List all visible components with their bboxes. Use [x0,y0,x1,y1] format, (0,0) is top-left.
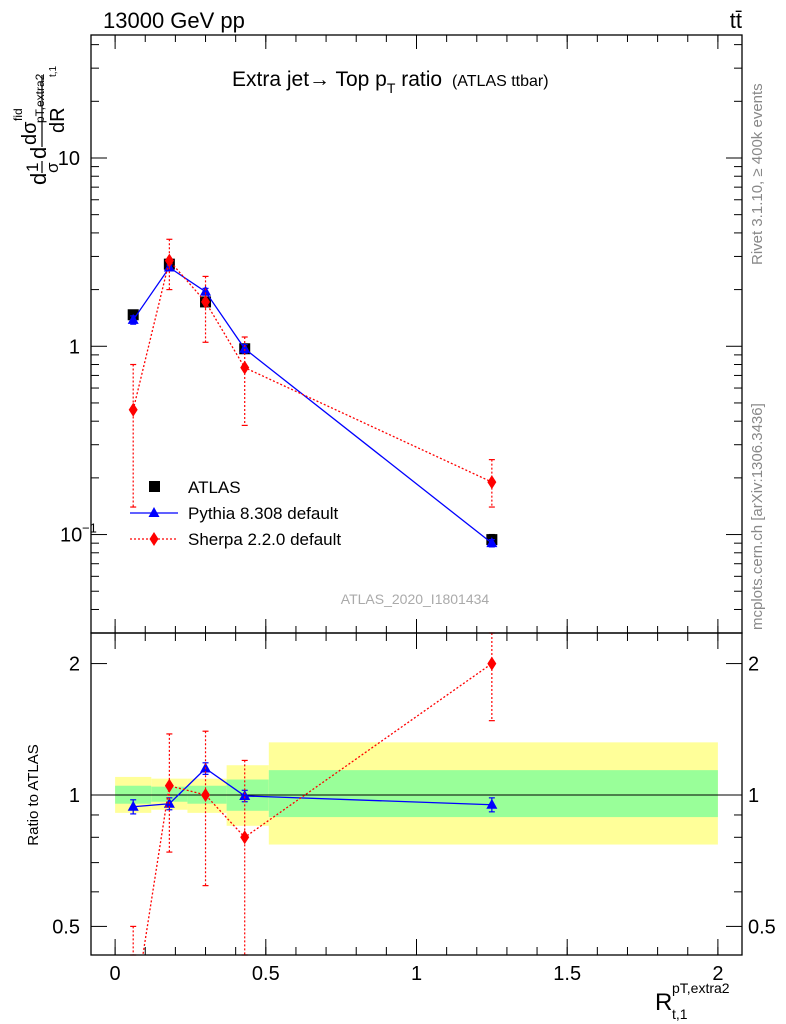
y-label-dsigma: dσ [19,121,41,145]
x-axis-label: R pT,extra2 t,1 [655,980,730,1022]
y-label-one: 1 [23,163,42,172]
legend-item-atlas: ATLAS [149,478,241,497]
main-plot-ticks [91,35,742,634]
y-label-sub: pT,extra2 [33,73,47,123]
main-y-tick-label-0: 10 [58,148,80,170]
legend-item-sherpa: Sherpa 2.2.0 default [130,530,341,549]
y-label-sub2: t,1 [48,65,59,77]
x-tick-label-2: 1 [411,963,422,985]
legend-item-pythia: Pythia 8.308 default [130,504,339,523]
ratio-band-inner-4 [268,770,718,818]
main-series-sherpa [128,238,497,508]
y-label-fid: fid [11,108,25,121]
ratio-plot-series [127,632,498,956]
chart-title-main: Extra jet→ Top p [232,68,387,91]
ratio-point-sherpa-1 [164,778,174,793]
ratio-point-sherpa-2 [201,787,211,802]
ratio-y-tick-label-0: 0.5 [52,916,80,938]
ratio-plot-tick-labels: 0.5 0.5 1 1 2 2 0 0.5 1 1.5 2 [52,654,776,985]
main-point-sherpa-1 [164,253,174,268]
x-tick-label-4: 2 [712,963,723,985]
ratio-point-sherpa-4 [487,656,497,671]
x-label-main: R [655,989,672,1016]
main-point-pythia-0 [127,313,139,324]
ratio-point-pythia-3 [239,789,251,800]
main-point-pythia-4 [486,537,498,548]
process-label: tt̄ [730,8,742,33]
main-line-pythia [132,266,493,544]
main-y-tick-label-1: 1 [69,336,80,358]
ratio-y-axis-label: Ratio to ATLAS [25,744,42,845]
ratio-plot-panel: 0.5 0.5 1 1 2 2 0 0.5 1 1.5 2 Ratio to ATLAS R pT,… [25,632,776,1022]
main-point-sherpa-3 [240,360,250,375]
main-point-pythia-2 [200,285,212,296]
chart-title-small: (ATLAS ttbar) [452,73,549,90]
ratio-line-sherpa [142,663,493,955]
chart-title: Extra jet→ Top pT ratio (ATLAS ttbar) [232,68,549,96]
ratio-y-tick-label-1: 1 [69,785,80,807]
main-y-tick-label-sup-2: −1 [82,521,97,536]
ratio-y-tick-label-right-0: 0.5 [748,916,776,938]
main-point-pythia-3 [239,342,251,353]
legend-marker-atlas [149,481,160,492]
y-label-d2: d [26,147,51,159]
analysis-watermark: ATLAS_2020_I1801434 [341,591,490,607]
legend: ATLAS Pythia 8.308 default Sherpa 2.2.0 … [130,478,341,549]
ratio-point-pythia-0 [127,800,139,811]
x-label-sub: t,1 [672,1006,688,1022]
legend-label-sherpa: Sherpa 2.2.0 default [188,530,341,549]
ratio-point-pythia-4 [486,798,498,809]
legend-marker-pythia [148,507,160,517]
legend-marker-sherpa [149,532,159,546]
y-label-sigma: σ [43,162,62,173]
x-tick-label-1: 0.5 [252,963,280,985]
main-line-sherpa [132,259,493,483]
main-y-tick-label-2: 10 [60,525,82,547]
ratio-y-tick-label-2: 2 [69,654,80,676]
ratio-point-sherpa-3 [240,830,250,845]
legend-label-pythia: Pythia 8.308 default [188,504,339,523]
x-label-sup: pT,extra2 [672,980,730,996]
ratio-uncertainty-bands [115,742,718,845]
rivet-version-label: Rivet 3.1.10, ≥ 400k events [749,83,766,265]
main-point-sherpa-4 [487,475,497,490]
main-point-sherpa-2 [201,294,211,309]
chart-title-sub: T [387,80,396,96]
main-y-axis-label: d 1 σ d dσ fid pT,extra2 dR t,1 [11,65,69,185]
ratio-plot-ticks [91,633,742,955]
x-tick-label-0: 0 [110,963,121,985]
y-label-d: d [26,173,51,185]
ratio-y-tick-label-right-1: 1 [748,785,759,807]
energy-label: 13000 GeV pp [103,8,245,33]
main-plot-series [127,238,498,548]
y-label-dR: dR [47,107,69,133]
x-tick-label-3: 1.5 [553,963,581,985]
chart-title-rest: ratio [395,68,442,91]
ratio-series-sherpa [130,632,497,956]
legend-label-atlas: ATLAS [188,478,241,497]
main-point-sherpa-0 [128,402,138,417]
mcplots-label: mcplots.cern.ch [arXiv:1306.3436] [749,403,766,630]
ratio-y-tick-label-right-2: 2 [748,654,759,676]
